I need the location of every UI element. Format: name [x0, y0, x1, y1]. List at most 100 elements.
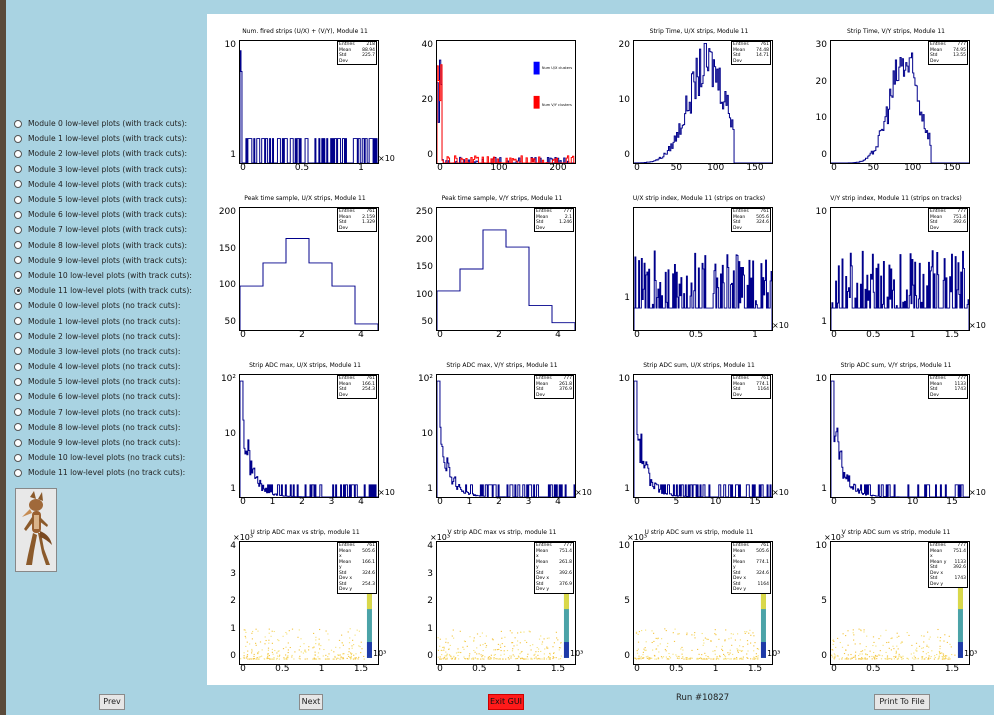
module-option[interactable]: Module 2 low-level plots (no track cuts)…	[14, 329, 204, 344]
radio-button[interactable]	[14, 180, 22, 189]
module-option[interactable]: Module 0 low-level plots (with track cut…	[14, 116, 204, 131]
histogram-pad[interactable]: Num. fired strips (U/X) + (V/Y), Module …	[207, 14, 403, 180]
module-option[interactable]: Module 5 low-level plots (no track cuts)…	[14, 374, 204, 389]
exit-gui-button[interactable]: Exit GUI	[488, 694, 524, 710]
radio-button[interactable]	[14, 256, 22, 265]
radio-button[interactable]	[14, 225, 22, 234]
module-option[interactable]: Module 7 low-level plots (no track cuts)…	[14, 405, 204, 420]
scatter-cell	[708, 657, 710, 659]
radio-button[interactable]	[14, 468, 22, 477]
module-option[interactable]: Module 0 low-level plots (no track cuts)…	[14, 298, 204, 313]
module-option[interactable]: Module 2 low-level plots (with track cut…	[14, 146, 204, 161]
radio-button[interactable]	[14, 408, 22, 417]
x-tick-label: 2	[496, 330, 502, 340]
radio-button[interactable]	[14, 119, 22, 128]
scatter-cell	[694, 637, 696, 639]
module-option[interactable]: Module 11 low-level plots (no track cuts…	[14, 465, 204, 480]
radio-button[interactable]	[14, 438, 22, 447]
histogram-pad[interactable]: U/X strip index, Module 11 (strips on tr…	[601, 181, 797, 347]
scatter-cell	[918, 645, 921, 647]
module-option[interactable]: Module 6 low-level plots (no track cuts)…	[14, 389, 204, 404]
scatter-cell	[746, 657, 748, 659]
radio-button[interactable]	[14, 301, 22, 310]
prev-button[interactable]: Prev	[99, 694, 125, 710]
stats-row: Std Dev x 392.6	[930, 565, 966, 576]
module-option[interactable]: Module 7 low-level plots (with track cut…	[14, 222, 204, 237]
scatter-cell	[328, 653, 330, 655]
module-option[interactable]: Module 8 low-level plots (no track cuts)…	[14, 420, 204, 435]
radio-button[interactable]	[14, 362, 22, 371]
histogram-pad[interactable]: Peak time sample, U/X strips, Module 11 E…	[207, 181, 403, 347]
scatter-cell	[298, 629, 300, 631]
radio-button[interactable]	[14, 347, 22, 356]
scatter-cell	[756, 648, 758, 650]
radio-button[interactable]	[14, 332, 22, 341]
radio-button[interactable]	[14, 423, 22, 432]
radio-button[interactable]	[14, 134, 22, 143]
module-option[interactable]: Module 3 low-level plots (no track cuts)…	[14, 344, 204, 359]
scatter-cell	[482, 644, 484, 646]
radio-button[interactable]	[14, 149, 22, 158]
histogram-pad[interactable]: Strip ADC max, V/Y strips, Module 11 Entr…	[404, 348, 600, 514]
scatter-cell	[517, 655, 520, 657]
scatter-cell	[327, 656, 329, 658]
module-option[interactable]: Module 9 low-level plots (with track cut…	[14, 253, 204, 268]
histogram-pad[interactable]: Peak time sample, V/Y strips, Module 11 E…	[404, 181, 600, 347]
histogram-pad[interactable]: Strip ADC sum, V/Y strips, Module 11 Entr…	[798, 348, 994, 514]
radio-button[interactable]	[14, 392, 22, 401]
y-tick-label: 10	[618, 95, 630, 105]
y-tick-label: 20	[815, 76, 827, 87]
radio-button[interactable]	[14, 195, 22, 204]
scatter-cell	[253, 657, 255, 660]
module-option[interactable]: Module 3 low-level plots (with track cut…	[14, 162, 204, 177]
y-tick-label: 1	[821, 484, 827, 494]
module-option[interactable]: Module 8 low-level plots (with track cut…	[14, 238, 204, 253]
module-option[interactable]: Module 4 low-level plots (with track cut…	[14, 177, 204, 192]
scatter-cell	[921, 656, 923, 658]
scatter-cell	[549, 657, 551, 659]
module-option[interactable]: Module 10 low-level plots (no track cuts…	[14, 450, 204, 465]
radio-selected[interactable]	[14, 286, 22, 295]
scatter-cell	[348, 642, 351, 644]
histogram-pad[interactable]: Strip ADC sum, U/X strips, Module 11 Entr…	[601, 348, 797, 514]
radio-button[interactable]	[14, 271, 22, 280]
scatter-cell	[524, 658, 526, 660]
radio-button[interactable]	[14, 210, 22, 219]
module-option[interactable]: Module 1 low-level plots (no track cuts)…	[14, 313, 204, 328]
scatter-cell	[854, 654, 856, 656]
scatter-cell	[521, 657, 523, 659]
scatter-cell	[510, 655, 512, 657]
histogram-pad[interactable]: U strip ADC max vs strip, module 11 Entri…	[207, 515, 403, 681]
stats-row: Mean 1133	[930, 382, 966, 388]
module-option[interactable]: Module 6 low-level plots (with track cut…	[14, 207, 204, 222]
histogram-pad[interactable]: V/Y strip index, Module 11 (strips on tr…	[798, 181, 994, 347]
stats-key: Std Dev	[339, 53, 348, 64]
module-option[interactable]: Module 9 low-level plots (no track cuts)…	[14, 435, 204, 450]
module-option[interactable]: Module 5 low-level plots (with track cut…	[14, 192, 204, 207]
module-option[interactable]: Module 4 low-level plots (no track cuts)…	[14, 359, 204, 374]
histogram-pad[interactable]: V strip ADC max vs strip, module 11 Entri…	[404, 515, 600, 681]
next-button[interactable]: Next	[299, 694, 323, 710]
scatter-cell	[859, 653, 861, 655]
plot-canvas[interactable]: Num. fired strips (U/X) + (V/Y), Module …	[207, 14, 994, 685]
module-option-label: Module 5 low-level plots (no track cuts)…	[28, 377, 181, 387]
radio-button[interactable]	[14, 453, 22, 462]
histogram-pad[interactable]: Strip ADC max, U/X strips, Module 11 Entr…	[207, 348, 403, 514]
radio-button[interactable]	[14, 377, 22, 386]
print-to-file-button[interactable]: Print To File	[874, 694, 930, 710]
radio-button[interactable]	[14, 241, 22, 250]
module-option[interactable]: Module 1 low-level plots (with track cut…	[14, 131, 204, 146]
radio-button[interactable]	[14, 317, 22, 326]
scatter-cell	[710, 658, 712, 660]
module-option[interactable]: Module 10 low-level plots (with track cu…	[14, 268, 204, 283]
module-option[interactable]: Module 11 low-level plots (with track cu…	[14, 283, 204, 298]
stats-row: Std Dev 324.6	[733, 220, 769, 231]
histogram-pad[interactable]: Strip Time, V/Y strips, Module 11 Entries…	[798, 14, 994, 180]
histogram-pad[interactable]: V strip ADC sum vs strip, module 11 Entri…	[798, 515, 994, 681]
radio-button[interactable]	[14, 165, 22, 174]
scatter-cell	[722, 649, 724, 652]
histogram-pad[interactable]: Num U/X clusters Num V/Y clusters 40 20 0 0 10…	[404, 14, 600, 180]
histogram-pad[interactable]: U strip ADC sum vs strip, module 11 Entri…	[601, 515, 797, 681]
histogram-pad[interactable]: Strip Time, U/X strips, Module 11 Entries…	[601, 14, 797, 180]
stats-box: Entries 218 Mean 88.94 Std Dev 225.7	[337, 41, 377, 65]
